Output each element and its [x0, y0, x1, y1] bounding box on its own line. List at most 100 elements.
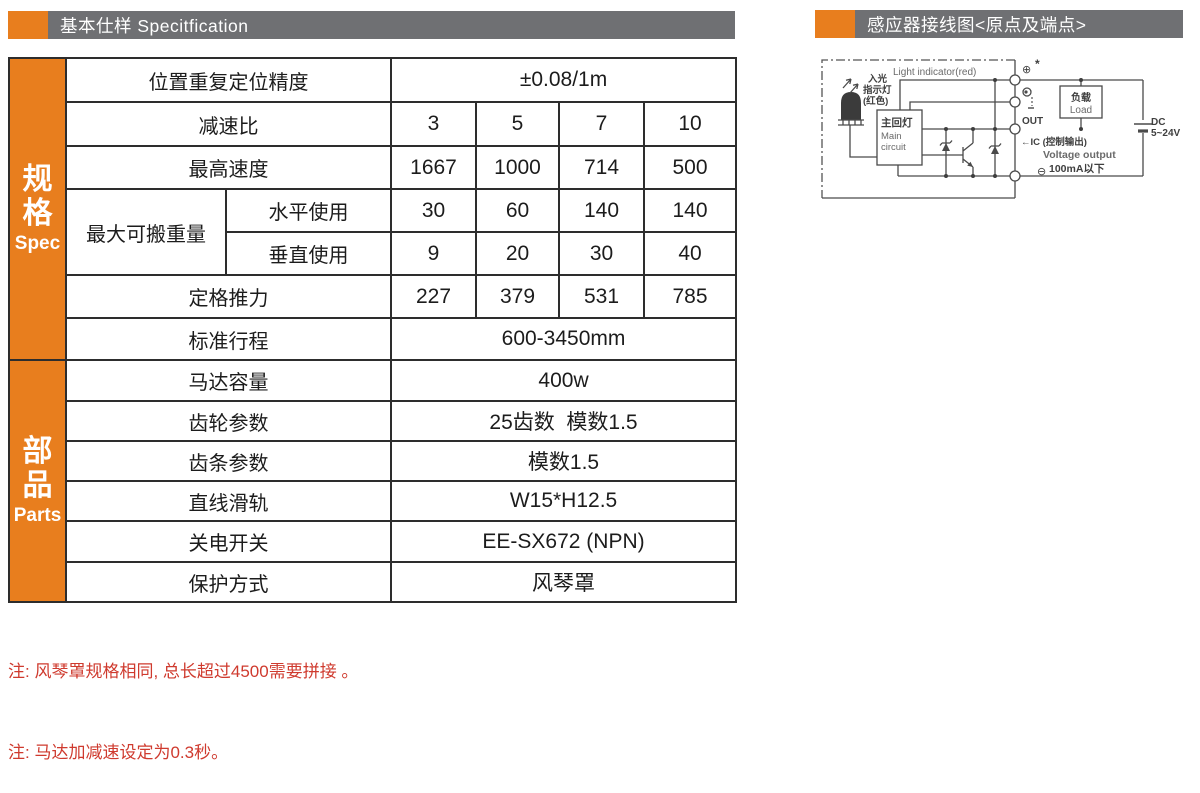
wire-plus-to-main	[899, 79, 1015, 110]
zener-2-bar	[988, 143, 1002, 149]
cell-value: EE-SX672 (NPN)	[389, 520, 738, 563]
cell-value: 785	[642, 274, 738, 319]
voltage-output-label: Voltage output	[1043, 149, 1116, 161]
row-label: 马达容量	[65, 359, 392, 402]
cell-value: 400w	[389, 359, 738, 402]
row-label: 齿条参数	[65, 440, 392, 482]
cell-value: 30	[558, 231, 645, 276]
sensor-wiring-diagram: Light indicator(red) 入光 指示灯 (红色) 主回灯 Mai…	[815, 45, 1200, 260]
current-limit-label: 100mA以下	[1049, 163, 1105, 175]
light-cn-label: 指示灯	[863, 84, 892, 96]
footnote-line: 注: 风琴罩规格相同, 总长超过4500需要拼接 。	[8, 662, 359, 681]
wire-ground	[897, 165, 1143, 177]
table-row: 齿轮参数 25齿数 模数1.5	[9, 400, 738, 442]
table-row: 保护方式 风琴罩	[9, 561, 738, 603]
led-base	[838, 119, 864, 126]
orange-accent-square	[815, 10, 855, 38]
asterisk-marker: *	[1035, 57, 1040, 71]
cell-value: 模数1.5	[389, 440, 738, 482]
zener-1-triangle	[942, 143, 950, 151]
wire-terminal2-to-main	[909, 101, 1015, 110]
table-row: 定格推力 227 379 531 785	[9, 274, 738, 319]
wiring-diagram-svg: Light indicator(red) 入光 指示灯 (红色) 主回灯 Mai…	[821, 57, 1181, 199]
row-label: 关电开关	[65, 520, 392, 563]
row-label: 齿轮参数	[65, 400, 392, 442]
footnotes: 注: 风琴罩规格相同, 总长超过4500需要拼接 。 注: 马达加减速设定为0.…	[8, 604, 358, 793]
cell-value: W15*H12.5	[389, 480, 738, 522]
cell-value: 30	[390, 188, 477, 233]
terminal-2-symbol-dot	[1024, 90, 1028, 94]
section-label-parts: 部品 Parts	[8, 359, 67, 603]
cell-value: 1667	[390, 145, 477, 190]
main-circuit-box	[876, 109, 923, 166]
light-indicator-label: Light indicator(red)	[893, 67, 976, 78]
specification-table: 规格 Spec 位置重复定位精度 ±0.08/1m 减速比 3 5 7 10 最…	[8, 57, 738, 603]
terminal-plus-circle	[1009, 74, 1021, 86]
table-row: 部品 Parts 马达容量 400w	[8, 359, 738, 603]
table-row: 规格 Spec 位置重复定位精度 ±0.08/1m	[8, 57, 738, 361]
sensor-outline-dashdot	[821, 59, 1015, 198]
cell-value: 25齿数 模数1.5	[389, 400, 738, 442]
cell-value: 227	[390, 274, 477, 319]
dc-label: DC	[1151, 117, 1165, 128]
cell-value: 500	[642, 145, 738, 190]
cell-value: 1000	[475, 145, 560, 190]
section-label-cn: 规格	[22, 163, 53, 230]
terminal-plus-label: ⊕	[1022, 64, 1031, 76]
cell-value: 3	[390, 101, 477, 147]
section-label-en: Spec	[14, 232, 61, 254]
out-label: OUT	[1022, 116, 1043, 127]
cell-value: 531	[558, 274, 645, 319]
load-box	[1059, 85, 1103, 119]
footnote-line: 注: 马达加减速设定为0.3秒。	[8, 743, 229, 762]
cell-value: 风琴罩	[389, 561, 738, 603]
ic-output-label: ←IC (控制输出)	[1021, 136, 1087, 148]
terminal-out-circle	[1009, 123, 1021, 135]
cell-value: 20	[475, 231, 560, 276]
row-label: 最高速度	[65, 145, 392, 190]
light-ray-arrows	[842, 78, 859, 94]
zener-1-bar	[939, 140, 953, 146]
row-sublabel: 水平使用	[225, 188, 392, 233]
led-dome	[841, 92, 861, 120]
cell-value: 7	[558, 101, 645, 147]
transistor-emitter-arrow	[967, 161, 973, 167]
table-row: 关电开关 EE-SX672 (NPN)	[9, 520, 738, 563]
section-label-spec: 规格 Spec	[8, 57, 67, 361]
cell-value: 5	[475, 101, 560, 147]
dc-range-label: 5~24V	[1151, 128, 1181, 139]
table-row: 垂直使用 9 20 30 40	[9, 231, 738, 276]
cell-value: 379	[475, 274, 560, 319]
table-row: 最高速度 1667 1000 714 500	[9, 145, 738, 190]
terminal-minus-circle	[1009, 170, 1021, 182]
table-row: 减速比 3 5 7 10	[9, 101, 738, 147]
row-sublabel: 垂直使用	[225, 231, 392, 276]
cell-value: ±0.08/1m	[389, 57, 738, 103]
orange-accent-square	[8, 11, 48, 39]
table-row: 齿条参数 模数1.5	[9, 440, 738, 482]
cell-value: 10	[642, 101, 738, 147]
wiring-section-header: 感应器接线图<原点及端点>	[815, 10, 1183, 38]
main-circuit-label-en: Main	[881, 131, 902, 142]
light-cn-label: (红色)	[863, 95, 888, 107]
junction-dots	[944, 78, 1083, 178]
zener-2-triangle	[991, 146, 999, 154]
cell-value: 60	[475, 188, 560, 233]
table-row: 标准行程 600-3450mm	[9, 317, 738, 361]
spec-section-header: 基本仕样 Specitfication	[8, 11, 735, 39]
table-row: 直线滑轨 W15*H12.5	[9, 480, 738, 522]
load-label-cn: 负载	[1071, 91, 1091, 104]
section-label-en: Parts	[13, 504, 62, 526]
row-label: 直线滑轨	[65, 480, 392, 522]
terminal-2-symbol	[1022, 87, 1032, 97]
cell-value: 600-3450mm	[389, 317, 738, 361]
main-circuit-label-en: circuit	[881, 142, 906, 153]
transistor	[922, 129, 974, 176]
cell-value: 9	[390, 231, 477, 276]
wiring-section-title: 感应器接线图<原点及端点>	[855, 10, 1183, 38]
light-cn-label: 入光	[867, 73, 888, 85]
spec-section-title: 基本仕样 Specitfication	[48, 11, 735, 39]
row-label: 减速比	[65, 101, 392, 147]
table-row: 最大可搬重量 水平使用 30 60 140 140	[9, 188, 738, 276]
main-circuit-label-cn: 主回灯	[881, 116, 913, 129]
